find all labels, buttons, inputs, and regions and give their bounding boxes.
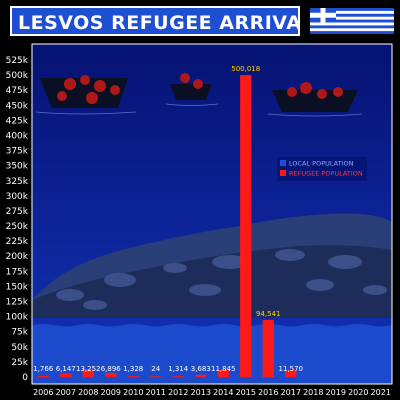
x-tick-label: 2014 <box>213 388 233 397</box>
data-label-2016: 94,541 <box>256 310 281 318</box>
data-label-2012: 1,314 <box>168 365 189 373</box>
x-tick-label: 2019 <box>326 388 346 397</box>
bar-2013 <box>195 374 207 377</box>
bar-2008 <box>82 368 94 377</box>
legend-label: REFUGEE POPULATION <box>289 170 363 178</box>
bar-2009 <box>105 372 117 377</box>
y-tick-label: 175k <box>6 267 29 277</box>
data-label-2013: 3,683 <box>191 365 211 373</box>
series-local-population <box>32 323 392 384</box>
y-tick-label: 425k <box>6 116 29 126</box>
bar-2015 <box>240 75 252 378</box>
y-tick-label: 100k <box>6 313 29 323</box>
y-tick-label: 150k <box>6 282 29 292</box>
y-tick-label: 50k <box>11 343 28 353</box>
chart-legend: LOCAL POPULATION REFUGEE POPULATION <box>277 157 367 181</box>
y-tick-label: 0 <box>22 373 28 383</box>
bar-2006 <box>37 375 49 377</box>
x-axis: 2006 2007 2008 2009 2010 2011 2012 2013 2014 2015… <box>33 388 391 397</box>
y-tick-label: 450k <box>6 101 29 111</box>
plot-frame <box>31 43 393 385</box>
y-axis: 0 25k 50k 75k 100k 125k 150k 175k 200k 225k 250k 27… <box>6 56 29 383</box>
series-refugee-population <box>37 75 297 378</box>
y-tick-label: 275k <box>6 207 29 217</box>
y-tick-label: 75k <box>11 328 28 338</box>
legend-box <box>277 157 367 181</box>
y-tick-label: 400k <box>6 131 29 141</box>
bar-2011 <box>150 376 162 377</box>
data-label-2015: 500,018 <box>231 65 260 73</box>
x-tick-label: 2007 <box>56 388 76 397</box>
y-tick-label: 225k <box>6 237 29 247</box>
y-tick-label: 125k <box>6 298 29 308</box>
y-tick-label: 250k <box>6 222 29 232</box>
legend-swatch <box>280 160 286 166</box>
x-tick-label: 2009 <box>101 388 121 397</box>
chart-header: LESVOS REFUGEE ARRIVALS <box>4 6 396 36</box>
legend-swatch <box>280 170 286 176</box>
data-label-2011: 24 <box>151 365 160 373</box>
bar-2010 <box>127 376 139 377</box>
data-label-2007: 6,147 <box>56 365 76 373</box>
data-label-2008: 13,252 <box>76 365 101 373</box>
y-tick-label: 475k <box>6 86 29 96</box>
x-tick-label: 2016 <box>258 388 278 397</box>
y-tick-label: 325k <box>6 177 29 187</box>
x-tick-label: 2015 <box>236 388 256 397</box>
bar-2016 <box>262 319 274 377</box>
x-tick-label: 2011 <box>146 388 166 397</box>
data-label-2010: 1,328 <box>123 365 143 373</box>
data-label-2017: 11,570 <box>279 365 304 373</box>
local-population-area <box>32 323 392 384</box>
chart-title: LESVOS REFUGEE ARRIVALS <box>10 6 300 36</box>
legend-label: LOCAL POPULATION <box>289 160 354 168</box>
x-tick-label: 2010 <box>123 388 143 397</box>
background-illustration <box>32 73 392 318</box>
y-tick-label: 200k <box>6 252 29 262</box>
x-tick-label: 2008 <box>78 388 98 397</box>
y-tick-label: 25k <box>11 358 28 368</box>
data-label-2014: 11,845 <box>211 365 236 373</box>
bar-2012 <box>172 376 184 377</box>
bar-2017 <box>285 370 297 377</box>
y-tick-label: 500k <box>6 71 29 81</box>
y-tick-label: 525k <box>6 56 29 66</box>
x-tick-label: 2012 <box>168 388 188 397</box>
data-label-2006: 1,766 <box>33 365 54 373</box>
x-tick-label: 2018 <box>303 388 323 397</box>
y-tick-label: 350k <box>6 162 29 172</box>
data-labels: 1,766 6,147 13,252 6,896 1,328 24 1,314 3,683 11… <box>33 65 303 373</box>
y-tick-label: 375k <box>6 147 29 157</box>
data-label-2009: 6,896 <box>101 365 122 373</box>
greek-flag-icon <box>310 8 394 34</box>
bar-2007 <box>60 373 72 377</box>
y-tick-label: 300k <box>6 192 29 202</box>
x-tick-label: 2021 <box>371 388 391 397</box>
x-tick-label: 2006 <box>33 388 53 397</box>
x-tick-label: 2013 <box>191 388 211 397</box>
x-tick-label: 2017 <box>281 388 301 397</box>
bar-2014 <box>217 369 229 377</box>
x-tick-label: 2020 <box>348 388 368 397</box>
